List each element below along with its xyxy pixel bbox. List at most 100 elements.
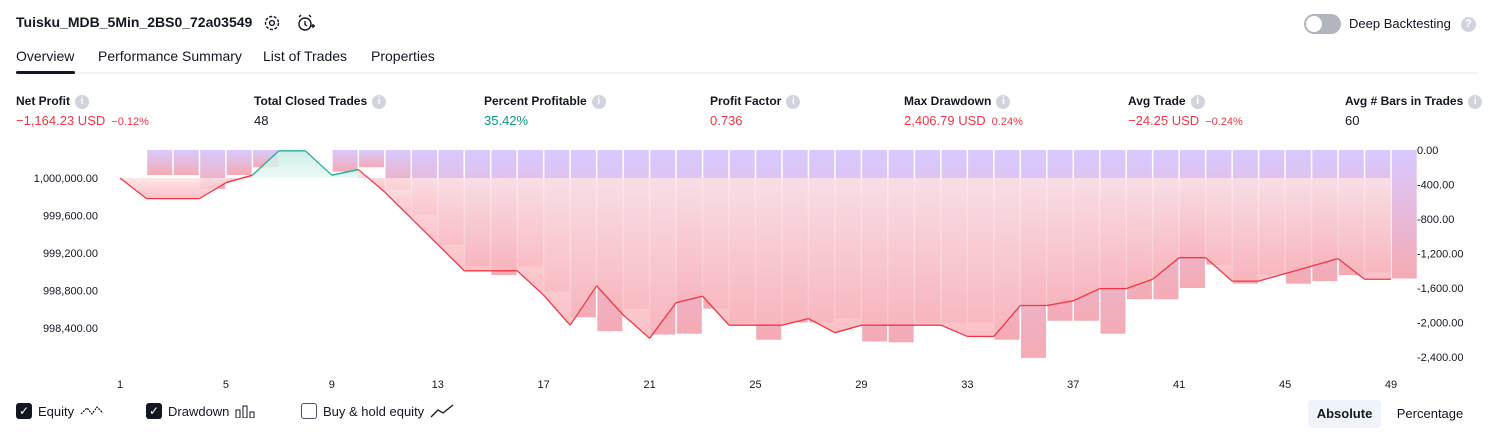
equity-area-segment bbox=[676, 178, 703, 303]
bar-chart-icon bbox=[235, 405, 255, 418]
drawdown-checkbox[interactable]: ✓ bbox=[146, 403, 162, 419]
equity-area-segment bbox=[1311, 178, 1339, 267]
x-axis-tick: 25 bbox=[749, 379, 761, 390]
drawdown-bar bbox=[1391, 150, 1417, 279]
equity-line-segment bbox=[543, 294, 571, 326]
equity-area-segment bbox=[834, 178, 862, 333]
equity-line-segment bbox=[596, 285, 624, 316]
metric-percent-profitable-value: 35.42% bbox=[484, 113, 529, 128]
equity-area-segment bbox=[781, 178, 809, 326]
metric-max-drawdown-value: 2,406.79 USD 0.24% bbox=[904, 113, 1023, 128]
equity-line-segment bbox=[331, 168, 359, 176]
equity-area-segment bbox=[808, 178, 835, 333]
tab-list-of-trades[interactable]: List of Trades bbox=[263, 48, 348, 64]
equity-area-segment bbox=[278, 150, 306, 178]
metric-avg-trade-label: Avg Trade i bbox=[1128, 94, 1205, 109]
help-icon[interactable]: ? bbox=[1461, 17, 1476, 32]
equity-area-segment bbox=[729, 178, 756, 326]
alarm-add-icon[interactable] bbox=[296, 13, 316, 33]
equity-area-segment bbox=[940, 178, 968, 337]
drawdown-bar bbox=[147, 150, 173, 176]
equity-area-segment bbox=[914, 178, 941, 326]
x-axis-tick: 5 bbox=[223, 379, 229, 390]
tab-performance-summary[interactable]: Performance Summary bbox=[98, 48, 242, 64]
equity-line-segment bbox=[1205, 257, 1233, 282]
equity-area-segment bbox=[1020, 178, 1047, 306]
info-icon[interactable]: i bbox=[1190, 95, 1205, 109]
equity-area-segment bbox=[623, 178, 650, 339]
equity-line-segment bbox=[1337, 258, 1365, 280]
equity-line-segment bbox=[1311, 257, 1339, 267]
metric-avg-trade-value: −24.25 USD −0.24% bbox=[1128, 113, 1243, 128]
percentage-button[interactable]: Percentage bbox=[1396, 406, 1464, 421]
equity-area-segment bbox=[437, 178, 465, 271]
equity-area-segment bbox=[172, 178, 200, 199]
equity-area-segment bbox=[861, 178, 888, 326]
absolute-button[interactable]: Absolute bbox=[1308, 400, 1381, 428]
equity-line-segment bbox=[304, 150, 333, 176]
drawdown-bar bbox=[226, 150, 252, 176]
equity-area-segment bbox=[1285, 178, 1312, 274]
equity-area-segment bbox=[1126, 178, 1153, 289]
equity-area-segment bbox=[146, 178, 173, 199]
legend-equity[interactable]: ✓ Equity bbox=[16, 403, 104, 419]
equity-line-segment bbox=[702, 295, 730, 326]
y-axis-left-tick: 998,400.00 bbox=[43, 323, 98, 335]
equity-area-segment bbox=[384, 178, 412, 219]
trend-line-icon bbox=[430, 404, 454, 418]
equity-line-segment bbox=[569, 285, 598, 326]
info-icon[interactable]: i bbox=[591, 95, 606, 109]
deep-backtesting-toggle[interactable] bbox=[1304, 14, 1341, 34]
legend-buy-hold[interactable]: Buy & hold equity bbox=[301, 403, 454, 419]
equity-line-segment bbox=[251, 150, 280, 176]
equity-area-segment bbox=[490, 178, 518, 271]
equity-line-segment bbox=[834, 324, 862, 334]
equity-area-segment bbox=[1205, 178, 1233, 282]
y-axis-left-tick: 999,600.00 bbox=[43, 211, 98, 223]
drawdown-bar bbox=[173, 150, 199, 176]
legend-buy-hold-label: Buy & hold equity bbox=[323, 403, 425, 419]
info-icon[interactable]: i bbox=[786, 95, 801, 109]
equity-area-segment bbox=[993, 178, 1021, 337]
x-axis-tick: 21 bbox=[643, 379, 655, 390]
drawdown-bar bbox=[332, 150, 358, 172]
equity-area-segment bbox=[411, 178, 438, 245]
equity-line-segment bbox=[781, 317, 809, 326]
strategy-title: Tuisku_MDB_5Min_2BS0_72a03549 bbox=[16, 14, 253, 30]
equity-area-segment bbox=[1179, 178, 1206, 258]
metric-avg-bars-value: 60 bbox=[1345, 113, 1360, 128]
metric-max-drawdown-label: Max Drawdown i bbox=[904, 94, 1011, 109]
equity-line-segment bbox=[437, 244, 465, 272]
x-axis-tick: 41 bbox=[1173, 379, 1185, 390]
equity-line-segment bbox=[649, 302, 677, 339]
y-axis-right-tick: -1,600.00 bbox=[1417, 283, 1463, 295]
equity-line-segment bbox=[1046, 300, 1074, 307]
legend-drawdown-label: Drawdown bbox=[168, 403, 230, 419]
info-icon[interactable]: i bbox=[75, 95, 89, 109]
info-icon[interactable]: i bbox=[996, 95, 1011, 109]
equity-line-segment bbox=[119, 177, 147, 200]
x-axis-tick: 45 bbox=[1279, 379, 1291, 390]
equity-area-segment bbox=[1338, 178, 1365, 280]
legend-drawdown[interactable]: ✓ Drawdown bbox=[146, 403, 257, 419]
buy-hold-checkbox[interactable] bbox=[301, 403, 317, 419]
x-axis-tick: 37 bbox=[1067, 379, 1079, 390]
gear-icon[interactable] bbox=[262, 13, 282, 33]
equity-line-segment bbox=[1125, 278, 1153, 290]
equity-line-segment bbox=[1152, 257, 1180, 280]
y-axis-right-tick: -800.00 bbox=[1417, 214, 1454, 226]
equity-area-segment bbox=[517, 178, 544, 296]
equity-area-segment bbox=[1364, 178, 1391, 280]
equity-area-segment bbox=[702, 178, 730, 326]
equity-area-segment bbox=[543, 178, 571, 326]
tab-overview[interactable]: Overview bbox=[16, 48, 75, 64]
equity-area-segment bbox=[887, 178, 915, 326]
info-icon[interactable]: i bbox=[1468, 95, 1483, 109]
metric-total-trades-label: Total Closed Trades i bbox=[254, 94, 387, 109]
legend-equity-label: Equity bbox=[38, 403, 75, 419]
tab-properties[interactable]: Properties bbox=[371, 48, 435, 64]
equity-area-segment bbox=[596, 178, 624, 315]
info-icon[interactable]: i bbox=[372, 95, 387, 109]
equity-checkbox[interactable]: ✓ bbox=[16, 403, 32, 419]
equity-area-segment bbox=[464, 178, 491, 271]
